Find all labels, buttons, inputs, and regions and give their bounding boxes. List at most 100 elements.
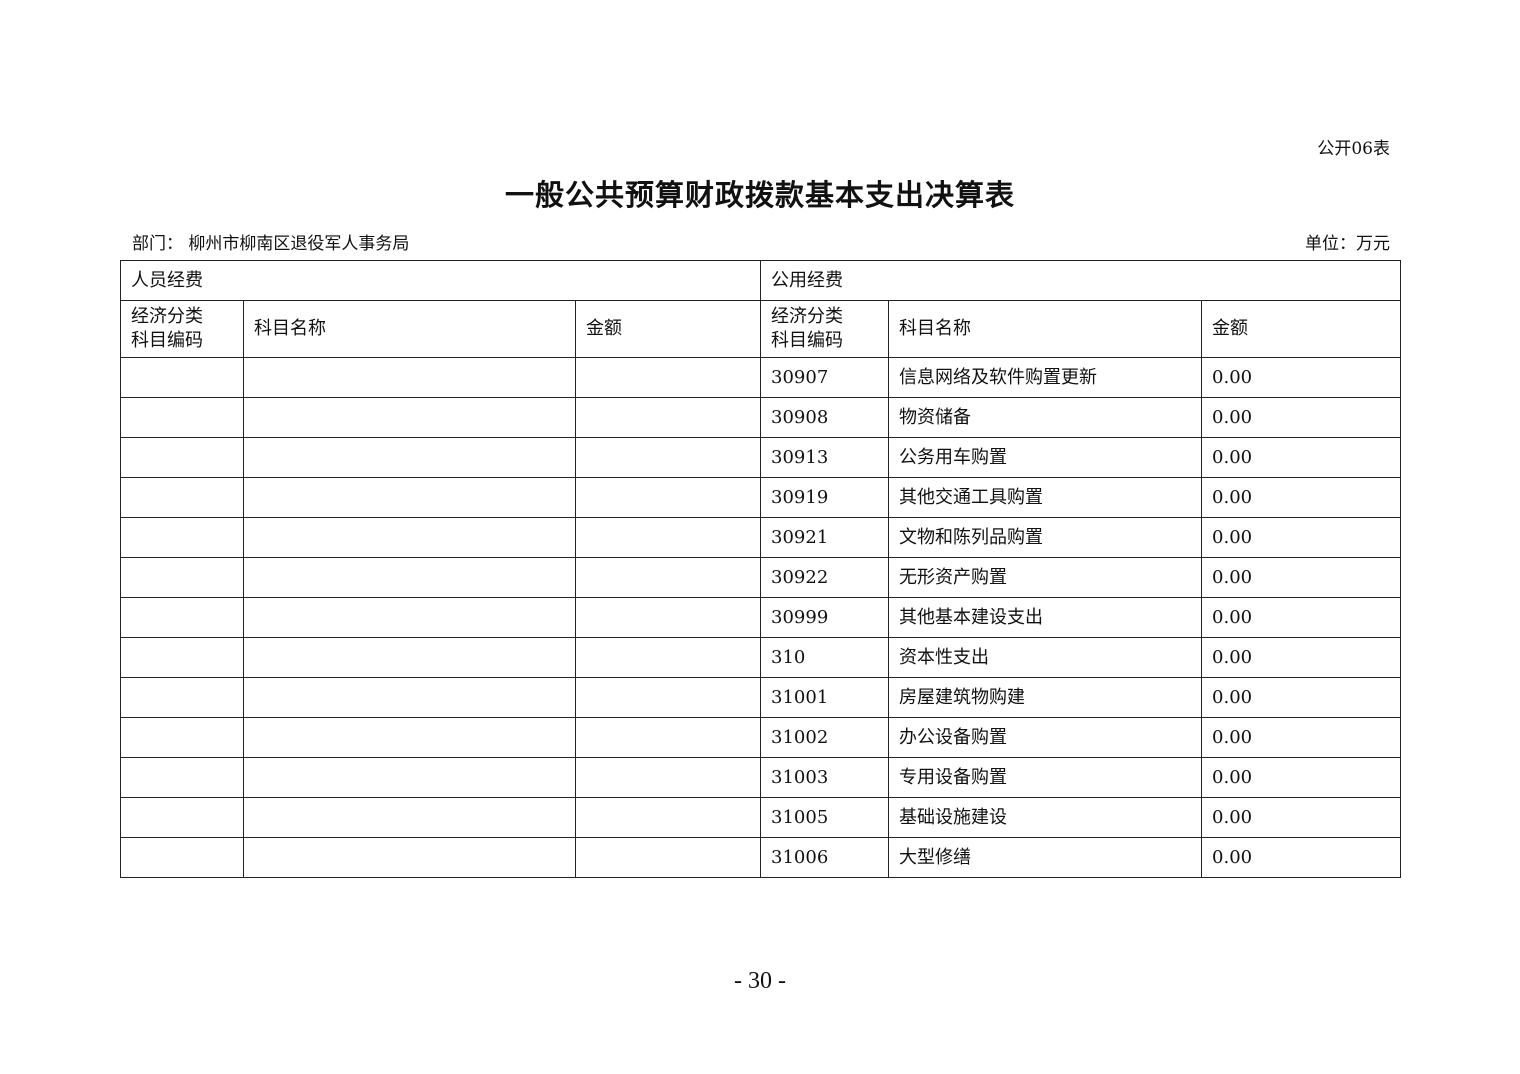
- public-name-cell: 房屋建筑物购建: [888, 677, 1203, 718]
- header-amount: 金额: [574, 300, 762, 358]
- personnel-code-cell: [120, 557, 244, 598]
- public-name-cell: 文物和陈列品购置: [888, 517, 1203, 558]
- public-code-cell: 30921: [760, 517, 890, 558]
- personnel-name-cell: [243, 517, 576, 558]
- public-name-cell: 基础设施建设: [888, 797, 1203, 838]
- public-name-cell: 公务用车购置: [888, 437, 1203, 478]
- header-code-line2: 科目编码: [771, 330, 844, 351]
- header-code-line2: 科目编码: [131, 330, 203, 351]
- public-amount-cell: 0.00: [1201, 597, 1402, 638]
- personnel-code-cell: [120, 717, 244, 758]
- public-code-cell: 31006: [760, 837, 890, 878]
- personnel-amount-cell: [574, 677, 762, 718]
- personnel-name-cell: [243, 637, 576, 678]
- header-name: 科目名称: [243, 300, 576, 358]
- table-row: 310 资本性支出 0.00: [120, 637, 1402, 678]
- personnel-amount-cell: [574, 597, 762, 638]
- personnel-amount-cell: [574, 357, 762, 398]
- public-code-cell: 31001: [760, 677, 890, 718]
- personnel-amount-cell: [574, 397, 762, 438]
- group-header-row: 人员经费 公用经费: [119, 260, 1402, 301]
- table-row: 30913 公务用车购置 0.00: [120, 437, 1402, 478]
- public-amount-cell: 0.00: [1201, 557, 1402, 598]
- public-name-cell: 办公设备购置: [888, 717, 1203, 758]
- personnel-amount-cell: [574, 717, 762, 758]
- personnel-name-cell: [243, 477, 576, 518]
- personnel-amount-cell: [574, 437, 762, 478]
- personnel-name-cell: [243, 757, 576, 798]
- public-name-cell: 专用设备购置: [888, 757, 1203, 798]
- public-name-cell: 其他基本建设支出: [888, 597, 1203, 638]
- public-amount-cell: 0.00: [1201, 637, 1402, 678]
- public-amount-cell: 0.00: [1201, 797, 1402, 838]
- personnel-code-cell: [120, 757, 244, 798]
- table-row: 31005 基础设施建设 0.00: [120, 797, 1402, 838]
- public-amount-cell: 0.00: [1201, 477, 1402, 518]
- table-row: 31006 大型修缮 0.00: [120, 837, 1402, 878]
- public-name-cell: 大型修缮: [888, 837, 1203, 878]
- public-code-cell: 31003: [760, 757, 890, 798]
- table-row: 30907 信息网络及软件购置更新 0.00: [120, 357, 1402, 398]
- group-personnel: 人员经费: [119, 260, 762, 301]
- public-name-cell: 资本性支出: [888, 637, 1203, 678]
- public-code-cell: 310: [760, 637, 890, 678]
- header-amount-public: 金额: [1201, 300, 1402, 358]
- public-amount-cell: 0.00: [1201, 357, 1402, 398]
- public-code-cell: 30913: [760, 437, 890, 478]
- personnel-name-cell: [243, 397, 576, 438]
- table-row: 30999 其他基本建设支出 0.00: [120, 597, 1402, 638]
- personnel-code-cell: [120, 597, 244, 638]
- form-number: 公开06表: [1317, 139, 1390, 159]
- header-code-line1: 经济分类: [771, 306, 844, 327]
- group-public: 公用经费: [760, 260, 1402, 301]
- personnel-name-cell: [243, 797, 576, 838]
- public-code-cell: 30919: [760, 477, 890, 518]
- personnel-name-cell: [243, 717, 576, 758]
- personnel-code-cell: [120, 837, 244, 878]
- table-row: 31003 专用设备购置 0.00: [120, 757, 1402, 798]
- personnel-code-cell: [120, 637, 244, 678]
- personnel-name-cell: [243, 557, 576, 598]
- header-code-line1: 经济分类: [131, 306, 203, 327]
- personnel-code-cell: [120, 517, 244, 558]
- header-code: 经济分类 科目编码: [120, 300, 244, 358]
- page-title: 一般公共预算财政拨款基本支出决算表: [504, 178, 1015, 212]
- public-amount-cell: 0.00: [1201, 837, 1402, 878]
- table-row: 31002 办公设备购置 0.00: [120, 717, 1402, 758]
- personnel-code-cell: [120, 677, 244, 718]
- personnel-name-cell: [243, 597, 576, 638]
- personnel-name-cell: [243, 357, 576, 398]
- public-amount-cell: 0.00: [1201, 757, 1402, 798]
- personnel-amount-cell: [574, 517, 762, 558]
- header-name-public: 科目名称: [888, 300, 1203, 358]
- public-amount-cell: 0.00: [1201, 717, 1402, 758]
- column-header-row: 经济分类科目编码 科目名称 金额 经济分类科目编码 科目名称 金额: [120, 300, 1402, 358]
- public-amount-cell: 0.00: [1201, 517, 1402, 558]
- public-code-cell: 30922: [760, 557, 890, 598]
- personnel-name-cell: [243, 437, 576, 478]
- public-code-cell: 31002: [760, 717, 890, 758]
- header-code-public: 经济分类 科目编码: [760, 300, 890, 358]
- expenditure-table: 人员经费 公用经费 经济分类科目编码 科目名称 金额 经济分类科目编码 科目名称…: [119, 260, 1402, 878]
- unit-label: 单位：万元: [1305, 234, 1390, 254]
- personnel-amount-cell: [574, 637, 762, 678]
- personnel-name-cell: [243, 837, 576, 878]
- public-code-cell: 30908: [760, 397, 890, 438]
- personnel-amount-cell: [574, 837, 762, 878]
- public-name-cell: 信息网络及软件购置更新: [888, 357, 1203, 398]
- personnel-code-cell: [120, 797, 244, 838]
- department-label: 部门： 柳州市柳南区退役军人事务局: [132, 234, 410, 254]
- public-amount-cell: 0.00: [1201, 677, 1402, 718]
- table-row: 30921 文物和陈列品购置 0.00: [120, 517, 1402, 558]
- public-code-cell: 30999: [760, 597, 890, 638]
- public-name-cell: 无形资产购置: [888, 557, 1203, 598]
- table-row: 30919 其他交通工具购置 0.00: [120, 477, 1402, 518]
- personnel-amount-cell: [574, 477, 762, 518]
- table-row: 30908 物资储备 0.00: [120, 397, 1402, 438]
- personnel-name-cell: [243, 677, 576, 718]
- personnel-amount-cell: [574, 757, 762, 798]
- personnel-amount-cell: [574, 797, 762, 838]
- public-amount-cell: 0.00: [1201, 437, 1402, 478]
- personnel-code-cell: [120, 397, 244, 438]
- table-row: 31001 房屋建筑物购建 0.00: [120, 677, 1402, 718]
